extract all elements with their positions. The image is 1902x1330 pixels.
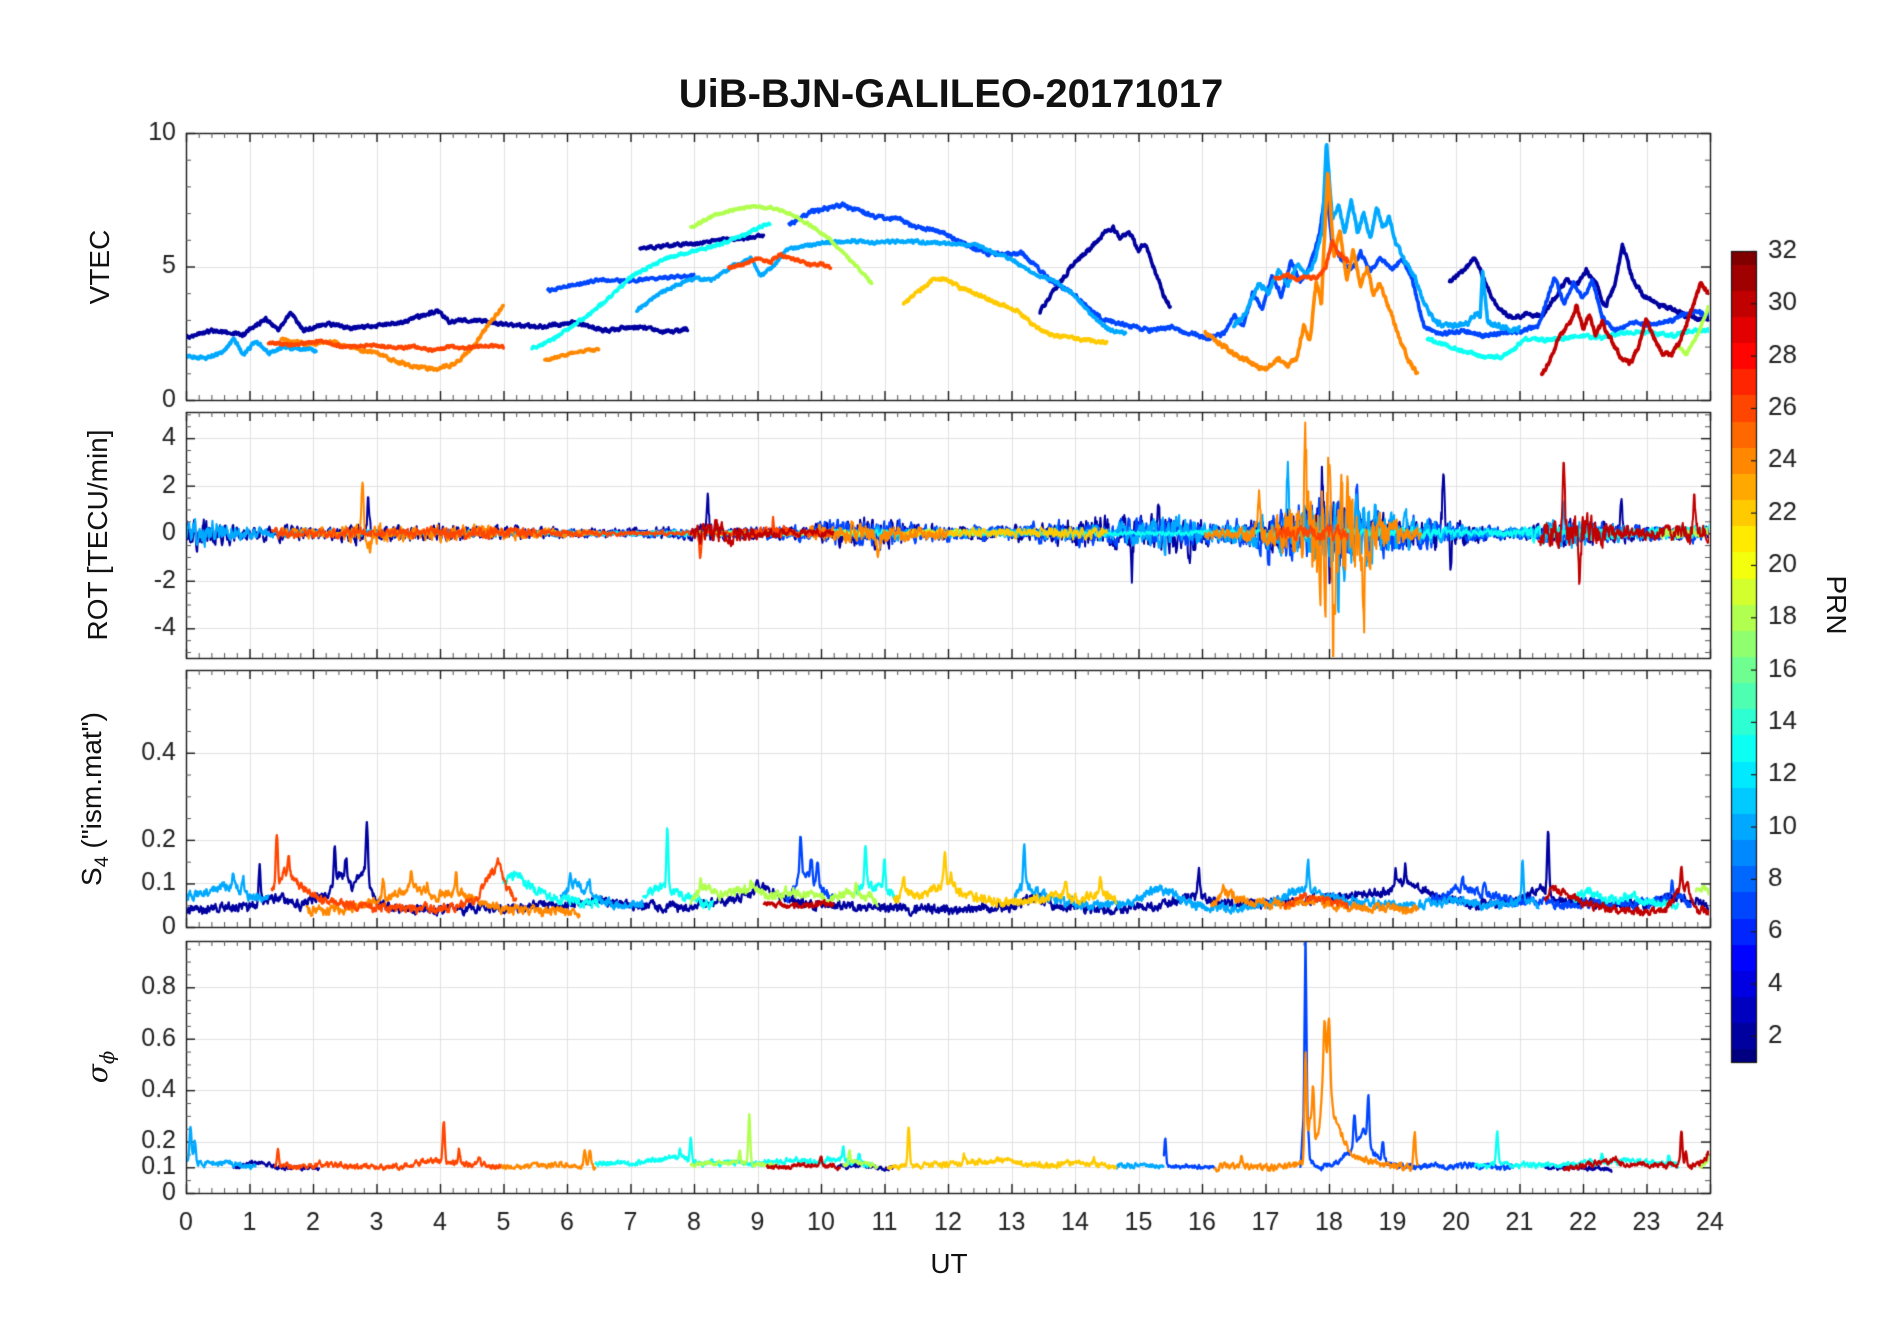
x-axis-label: UT (930, 1248, 968, 1279)
y-axis-label-text: ROT [TECU/min] (82, 429, 113, 641)
y-axis-label-rot: ROT [TECU/min] (82, 429, 114, 640)
y-axis-label-text: ϕ (95, 1050, 119, 1065)
y-axis-label-text: 4 (90, 855, 113, 867)
y-axis-label-s4: S4 ("ism.mat") (76, 712, 114, 886)
y-axis-label-text: S (76, 866, 108, 886)
y-axis-label-sigma-phi: σϕ (81, 1051, 119, 1083)
y-axis-label-text: VTEC (84, 229, 115, 304)
y-axis-label-text: σ (81, 1064, 115, 1084)
y-axis-label-text: ("ism.mat") (76, 711, 108, 856)
y-axis-label-vtec: VTEC (84, 229, 116, 304)
chart-title: UiB-BJN-GALILEO-20171017 (678, 72, 1224, 116)
colorbar-label: PRN (1821, 575, 1852, 635)
